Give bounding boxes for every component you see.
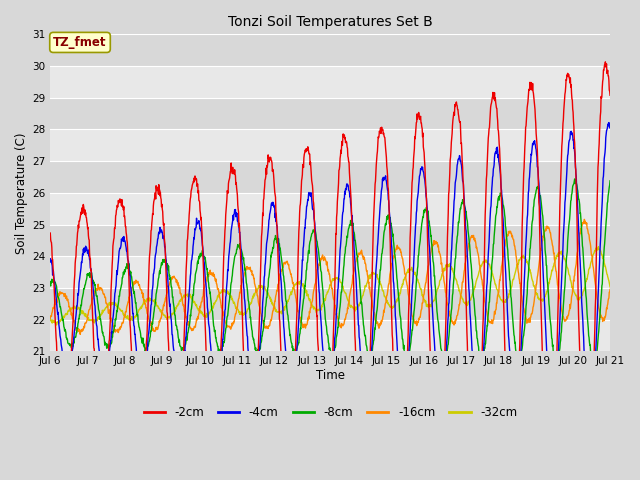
Bar <box>51 130 611 161</box>
Bar <box>51 66 611 98</box>
Title: Tonzi Soil Temperatures Set B: Tonzi Soil Temperatures Set B <box>228 15 433 29</box>
Bar <box>51 320 611 351</box>
Bar <box>51 193 611 225</box>
Bar <box>51 256 611 288</box>
Legend: -2cm, -4cm, -8cm, -16cm, -32cm: -2cm, -4cm, -8cm, -16cm, -32cm <box>139 402 522 424</box>
X-axis label: Time: Time <box>316 369 345 382</box>
Y-axis label: Soil Temperature (C): Soil Temperature (C) <box>15 132 28 253</box>
Text: TZ_fmet: TZ_fmet <box>53 36 107 49</box>
